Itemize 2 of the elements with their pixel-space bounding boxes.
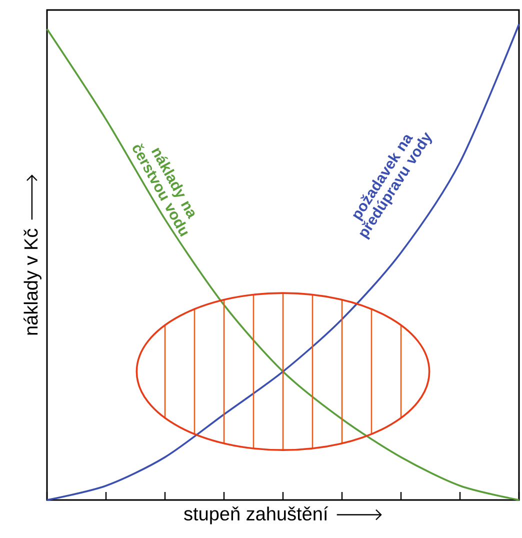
y-axis-title: náklady v Kč: [23, 228, 42, 335]
x-axis-title: stupeň zahuštění: [184, 506, 328, 524]
